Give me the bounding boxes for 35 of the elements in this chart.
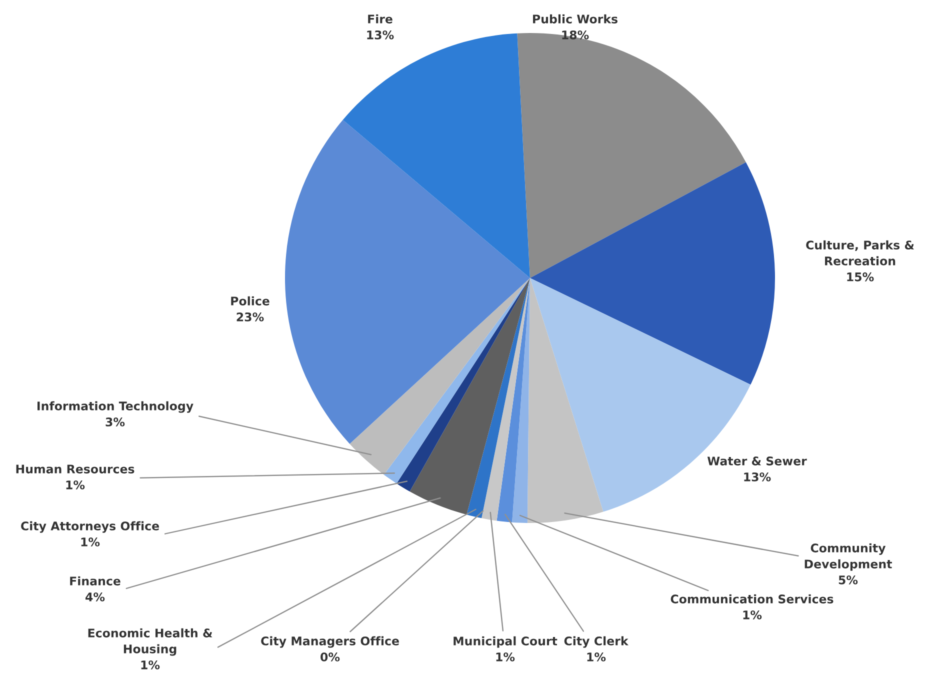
data-label: 1% <box>141 660 160 670</box>
text: 0% <box>320 652 340 662</box>
slice-label: City Attorneys Office <box>21 521 159 533</box>
slice-label: City Clerk <box>564 636 628 648</box>
data-label: 1% <box>66 480 85 490</box>
slice-label: Police <box>231 296 270 306</box>
data-label: 4% <box>86 592 105 602</box>
slice-label: Communication Services <box>670 594 834 604</box>
slice-label: Information Technology <box>38 401 194 413</box>
pie-slice <box>285 120 530 444</box>
data-label: 1% <box>496 652 515 662</box>
slice-label: Fire <box>368 14 392 24</box>
slice-label: Finance <box>70 576 120 586</box>
slice-label: Water & Sewer <box>707 456 807 466</box>
data-label: 15% <box>847 272 874 282</box>
slice-label: Municipal Court <box>454 636 558 648</box>
data-label: 18% <box>562 30 589 40</box>
pie-slice <box>530 162 775 385</box>
slice-label: Human Resources <box>16 464 134 474</box>
data-label: 13% <box>744 472 771 482</box>
pie-slice <box>466 278 530 518</box>
data-label: 1% <box>743 610 762 620</box>
category-label: City Managers Office <box>261 636 399 648</box>
data-label: 3% <box>106 417 125 426</box>
slice-label: Community Development <box>804 543 892 571</box>
data-label: 1% <box>81 537 100 546</box>
pie-slice <box>496 278 530 522</box>
slice-label: Culture, Parks & Recreation <box>806 240 914 266</box>
slice-label: Public Works <box>533 14 618 24</box>
data-label: 13% <box>367 30 394 40</box>
data-label: 1% <box>587 652 606 662</box>
data-label: 23% <box>236 312 264 322</box>
data-label: 5% <box>838 575 858 584</box>
slice-label: Economic Health & Housing <box>88 628 212 656</box>
pie-slice <box>410 278 530 515</box>
